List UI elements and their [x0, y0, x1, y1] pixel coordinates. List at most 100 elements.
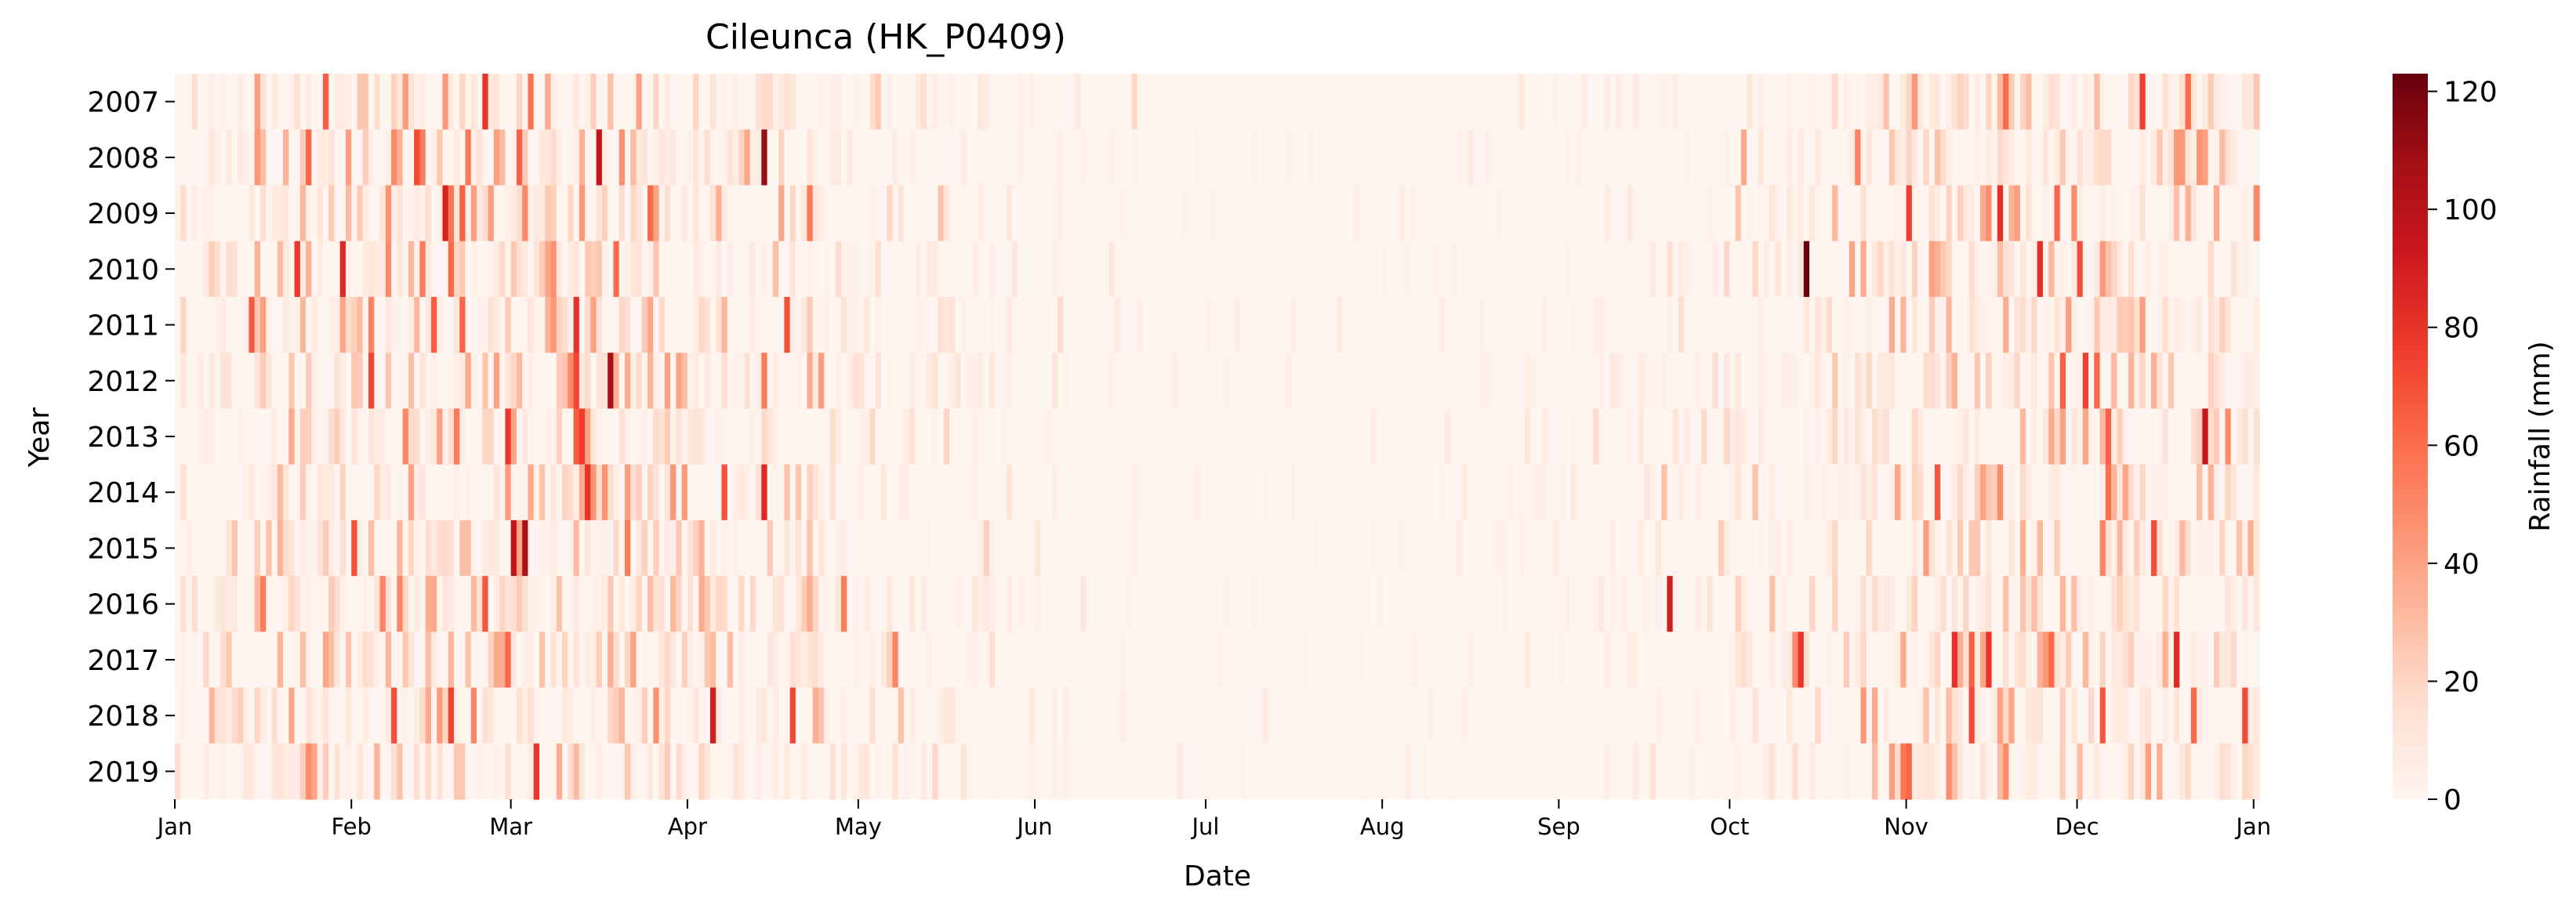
heatmap-cell [2236, 464, 2243, 521]
heatmap-cell [1536, 185, 1543, 242]
heatmap-cell [2065, 743, 2072, 800]
heatmap-cell [1262, 296, 1269, 353]
heatmap-cell [716, 464, 723, 521]
heatmap-cell [601, 576, 608, 632]
heatmap-cell [1712, 408, 1719, 465]
heatmap-cell [767, 129, 774, 186]
heatmap-cell [477, 129, 483, 186]
heatmap-cell [767, 743, 774, 800]
heatmap-cell [1473, 408, 1480, 465]
heatmap-cell [1274, 464, 1281, 521]
heatmap-cell [1143, 520, 1149, 577]
heatmap-cell [2179, 464, 2186, 521]
heatmap-cell [402, 743, 409, 800]
heatmap-cell [1524, 408, 1531, 465]
heatmap-cell [847, 241, 854, 298]
heatmap-cell [1433, 185, 1440, 242]
heatmap-cell [1547, 129, 1554, 186]
heatmap-cell [2117, 129, 2124, 186]
heatmap-cell [1445, 520, 1451, 577]
heatmap-cell [294, 687, 301, 744]
heatmap-cell [556, 74, 563, 130]
heatmap-cell [1592, 743, 1599, 800]
heatmap-cell [687, 296, 694, 353]
heatmap-cell [807, 74, 814, 130]
heatmap-cell [1359, 74, 1366, 130]
heatmap-cell [1780, 576, 1787, 632]
heatmap-cell [1843, 296, 1850, 353]
heatmap-cell [254, 687, 261, 744]
y-axis-label: Year [24, 407, 56, 468]
heatmap-cell [1843, 241, 1850, 298]
heatmap-cell [585, 632, 591, 689]
heatmap-cell [613, 520, 620, 577]
heatmap-cell [1826, 687, 1833, 744]
heatmap-cell [533, 241, 540, 298]
heatmap-cell [1895, 241, 1901, 298]
heatmap-cell [1621, 576, 1628, 632]
heatmap-cell [1382, 241, 1389, 298]
heatmap-cell [744, 576, 751, 632]
heatmap-cell [1747, 743, 1754, 800]
heatmap-cell [288, 687, 296, 744]
heatmap-cell [1707, 408, 1714, 465]
heatmap-cell [1382, 464, 1389, 521]
heatmap-cell [624, 241, 631, 298]
heatmap-cell [1468, 185, 1475, 242]
heatmap-cell [704, 464, 711, 521]
heatmap-cell [1325, 74, 1332, 130]
heatmap-cell [1051, 576, 1058, 632]
heatmap-cell [1501, 632, 1508, 689]
heatmap-cell [499, 464, 506, 521]
heatmap-cell [1758, 520, 1765, 577]
heatmap-cell [1450, 576, 1457, 632]
heatmap-cell [1063, 743, 1070, 800]
heatmap-cell [374, 129, 381, 186]
heatmap-cell [1268, 353, 1275, 409]
heatmap-cell [1478, 743, 1486, 800]
heatmap-cell [619, 353, 626, 409]
heatmap-cell [493, 408, 500, 465]
heatmap-cell [562, 520, 568, 577]
heatmap-cell [379, 687, 386, 744]
heatmap-cell [568, 632, 575, 689]
heatmap-cell [1775, 185, 1782, 242]
heatmap-cell [1564, 743, 1571, 800]
heatmap-cell [1917, 296, 1924, 353]
heatmap-cell [1433, 632, 1440, 689]
heatmap-cell [1530, 74, 1537, 130]
heatmap-cell [1900, 576, 1907, 632]
heatmap-cell [391, 743, 397, 800]
heatmap-cell [995, 129, 1002, 186]
heatmap-cell [1564, 74, 1571, 130]
heatmap-cell [1029, 576, 1036, 632]
heatmap-cell [459, 353, 466, 409]
heatmap-cell [1644, 129, 1651, 186]
heatmap-cell [1513, 296, 1520, 353]
heatmap-cell [1257, 576, 1264, 632]
heatmap-cell [408, 408, 415, 465]
heatmap-cell [716, 74, 723, 130]
heatmap-cell [175, 408, 181, 465]
heatmap-cell [1370, 185, 1377, 242]
heatmap-cell [437, 129, 444, 186]
heatmap-cell [1217, 185, 1224, 242]
heatmap-cell [1302, 520, 1309, 577]
heatmap-cell [1428, 743, 1435, 800]
heatmap-cell [1564, 408, 1571, 465]
heatmap-cell [995, 185, 1002, 242]
heatmap-cell [1450, 464, 1457, 521]
heatmap-cell [1911, 632, 1918, 689]
heatmap-cell [1740, 74, 1747, 130]
heatmap-cell [1747, 241, 1754, 298]
heatmap-cell [590, 185, 597, 242]
heatmap-cell [2134, 464, 2141, 521]
heatmap-cell [465, 520, 472, 577]
heatmap-cell [2134, 74, 2141, 130]
heatmap-cell [1416, 241, 1423, 298]
heatmap-cell [812, 576, 819, 632]
heatmap-cell [926, 632, 933, 689]
heatmap-cell [505, 408, 512, 465]
heatmap-cell [1803, 408, 1810, 465]
heatmap-cell [2105, 632, 2112, 689]
